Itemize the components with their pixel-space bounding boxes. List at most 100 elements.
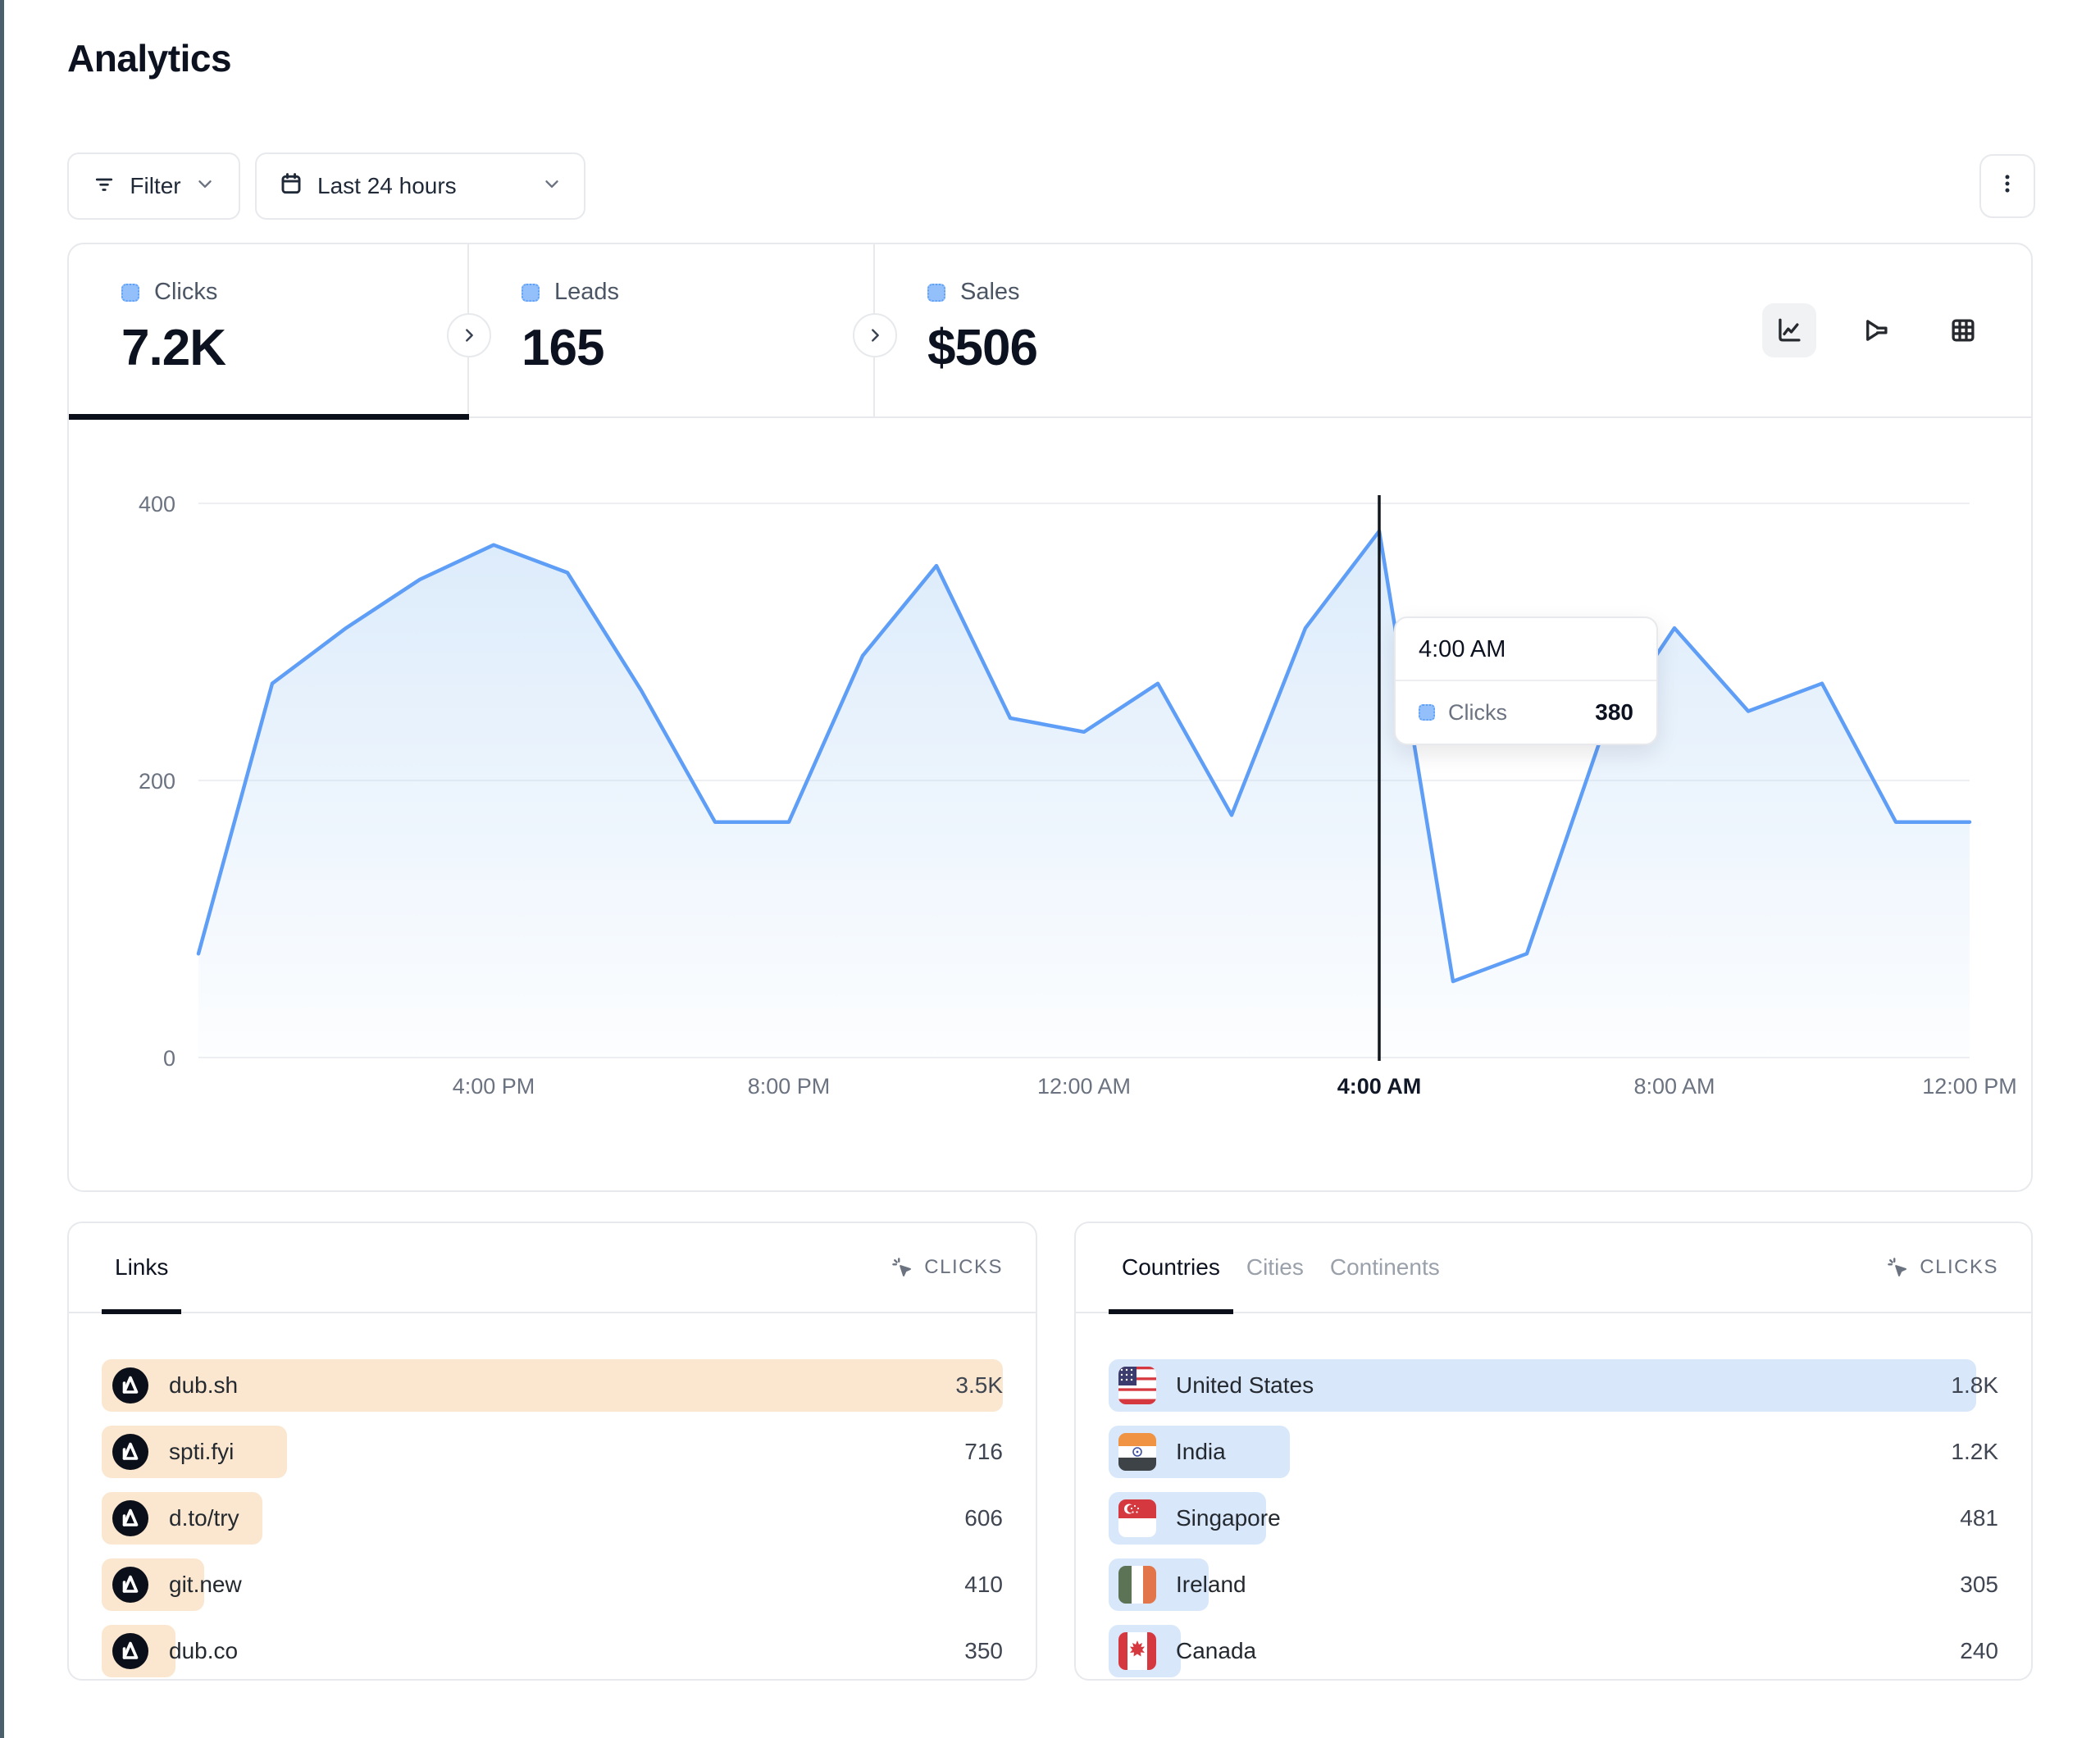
date-range-label: Last 24 hours — [317, 173, 457, 198]
tab-leads[interactable]: Leads 165 — [469, 244, 875, 416]
next-metric-button[interactable] — [447, 313, 491, 357]
dub-logo-icon — [112, 1566, 149, 1604]
link-label: d.to/try — [169, 1505, 239, 1531]
country-row[interactable]: India 1.2K — [1109, 1426, 1998, 1478]
line-chart-icon — [1779, 318, 1801, 342]
line-chart-view-button[interactable] — [1762, 303, 1816, 357]
country-flag-icon — [1118, 1632, 1156, 1670]
country-label: Singapore — [1176, 1505, 1281, 1531]
link-label: dub.sh — [169, 1372, 239, 1398]
link-label: dub.co — [169, 1638, 239, 1663]
country-flag-icon — [1118, 1367, 1156, 1404]
filter-button-label: Filter — [130, 173, 181, 198]
funnel-view-button[interactable] — [1849, 303, 1903, 357]
funnel-icon — [1866, 320, 1888, 341]
country-flag-icon — [1118, 1499, 1156, 1537]
country-clicks-value: 481 — [1960, 1505, 1998, 1531]
svg-text:12:00 AM: 12:00 AM — [1037, 1074, 1131, 1099]
link-clicks-value: 3.5K — [955, 1372, 1003, 1398]
geo-list: United States 1.8K India 1.2K — [1076, 1313, 2031, 1677]
filter-icon — [92, 171, 116, 202]
geo-tab[interactable]: Cities — [1233, 1222, 1317, 1313]
tooltip-series-chip — [1419, 704, 1435, 721]
dub-logo-icon — [112, 1499, 149, 1537]
chevron-right-icon — [466, 329, 473, 342]
country-bar — [1109, 1359, 1976, 1412]
link-clicks-value: 410 — [964, 1572, 1003, 1597]
tooltip-time: 4:00 AM — [1396, 618, 1656, 681]
country-clicks-value: 305 — [1960, 1572, 1998, 1597]
country-row[interactable]: Ireland 305 — [1109, 1558, 1998, 1611]
filter-button[interactable]: Filter — [67, 152, 240, 220]
link-row[interactable]: git.new 410 — [102, 1558, 1003, 1611]
clicks-tab-label: Clicks — [154, 279, 218, 305]
links-metric-header[interactable]: CLICKS — [890, 1255, 1003, 1280]
link-label: spti.fyi — [169, 1439, 235, 1464]
analytics-card: Clicks 7.2K Leads 165 Sales — [67, 243, 2033, 1192]
geo-tabs: Countries Cities Continents — [1109, 1222, 1453, 1314]
link-row[interactable]: d.to/try 606 — [102, 1492, 1003, 1545]
calendar-icon — [278, 171, 304, 202]
page-title: Analytics — [67, 37, 232, 80]
country-clicks-value: 1.2K — [1951, 1439, 1998, 1464]
geo-tab[interactable]: Countries — [1109, 1222, 1233, 1314]
country-label: India — [1176, 1439, 1226, 1464]
country-flag-icon — [1118, 1433, 1156, 1471]
chevron-right-icon — [872, 329, 879, 342]
geo-tab-label: Cities — [1246, 1254, 1304, 1280]
next-metric-button[interactable] — [853, 313, 897, 357]
svg-text:200: 200 — [139, 769, 175, 794]
geo-tab-label: Countries — [1122, 1254, 1220, 1280]
country-row[interactable]: Canada 240 — [1109, 1625, 1998, 1677]
link-row[interactable]: dub.sh 3.5K — [102, 1359, 1003, 1412]
link-row[interactable]: dub.co 350 — [102, 1625, 1003, 1677]
tab-sales[interactable]: Sales $506 — [875, 244, 1301, 416]
svg-text:400: 400 — [139, 492, 175, 516]
link-clicks-value: 716 — [964, 1439, 1003, 1464]
dub-logo-icon — [112, 1367, 149, 1404]
tab-links[interactable]: Links — [102, 1222, 182, 1314]
svg-text:0: 0 — [163, 1046, 175, 1071]
country-label: Ireland — [1176, 1572, 1246, 1597]
country-flag-icon — [1118, 1566, 1156, 1604]
geo-metric-header[interactable]: CLICKS — [1885, 1255, 1998, 1280]
clicks-area-chart[interactable]: 0 200 400 4:00 PM 8:00 PM 12:00 AM 4:00 AM 8:0… — [69, 420, 2031, 1190]
date-range-button[interactable]: Last 24 hours — [255, 152, 585, 220]
sales-tab-label: Sales — [960, 279, 1020, 305]
window-edge — [0, 0, 4, 1738]
links-list: dub.sh 3.5K — [69, 1313, 1036, 1677]
links-tab-label: Links — [115, 1254, 169, 1280]
country-label: United States — [1176, 1372, 1314, 1398]
leads-legend-chip — [522, 283, 540, 302]
dub-logo-icon — [112, 1632, 149, 1670]
link-row[interactable]: spti.fyi 716 — [102, 1426, 1003, 1478]
tooltip-series-label: Clicks — [1448, 699, 1507, 725]
country-row[interactable]: Singapore 481 — [1109, 1492, 1998, 1545]
clicks-value: 7.2K — [121, 320, 226, 376]
metric-tabs: Clicks 7.2K Leads 165 Sales — [69, 244, 2031, 420]
table-view-button[interactable] — [1936, 303, 1990, 357]
svg-text:12:00 PM: 12:00 PM — [1922, 1074, 2017, 1099]
svg-text:4:00 PM: 4:00 PM — [453, 1074, 535, 1099]
clicks-chart-area: 0 200 400 4:00 PM 8:00 PM 12:00 AM 4:00 AM 8:0… — [69, 420, 2031, 1190]
tooltip-value: 380 — [1595, 699, 1633, 725]
svg-text:4:00 AM: 4:00 AM — [1337, 1074, 1422, 1099]
geo-panel-header: Countries Cities Continents CLICKS — [1076, 1222, 2031, 1314]
link-bar — [102, 1359, 1003, 1412]
link-label: git.new — [169, 1572, 242, 1597]
links-panel: Links CLICKS — [67, 1222, 1037, 1681]
links-panel-header: Links CLICKS — [69, 1222, 1036, 1314]
more-options-button[interactable] — [1979, 154, 2035, 218]
country-clicks-value: 240 — [1960, 1638, 1998, 1663]
tab-clicks[interactable]: Clicks 7.2K — [69, 244, 469, 420]
chevron-down-icon — [194, 173, 216, 200]
country-clicks-value: 1.8K — [1951, 1372, 1998, 1398]
chevron-down-icon — [541, 173, 563, 200]
country-row[interactable]: United States 1.8K — [1109, 1359, 1998, 1412]
chart-tooltip: 4:00 AM Clicks 380 — [1394, 616, 1658, 745]
leads-tab-label: Leads — [554, 279, 620, 305]
geo-tab[interactable]: Continents — [1317, 1222, 1453, 1313]
link-clicks-value: 350 — [964, 1638, 1003, 1663]
clicks-legend-chip — [121, 283, 139, 302]
chart-view-switcher — [1762, 303, 1990, 357]
